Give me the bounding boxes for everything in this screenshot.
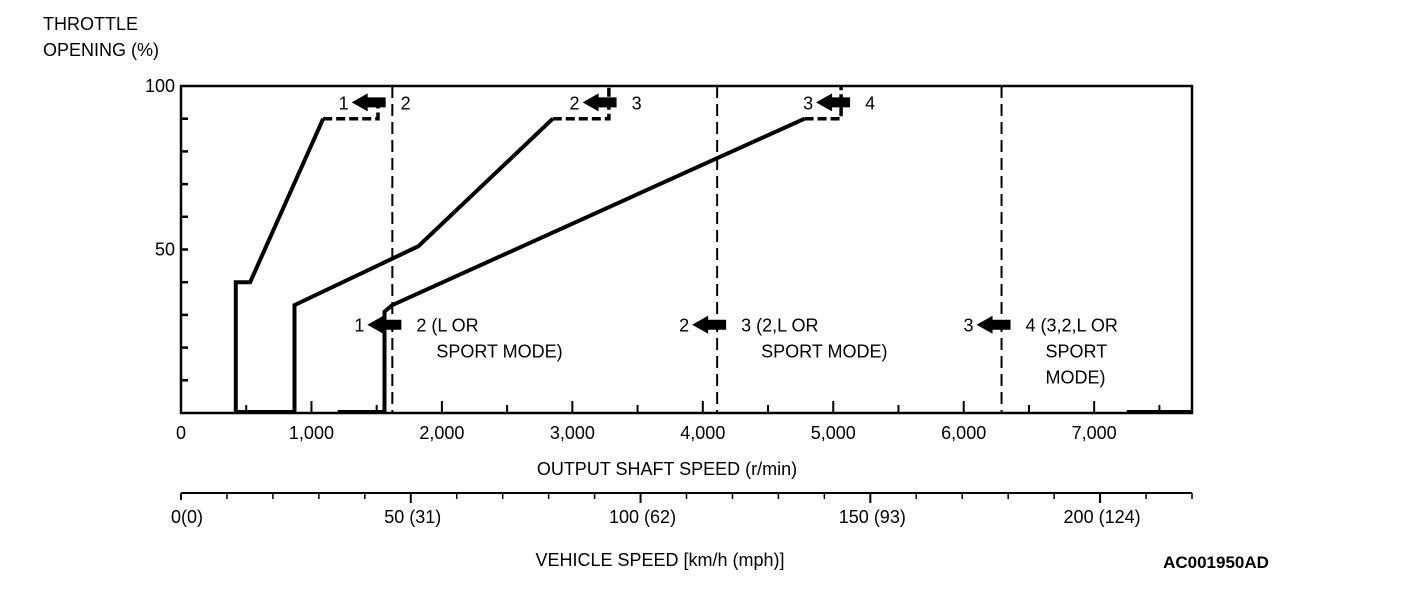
y-tick-label: 100	[145, 76, 175, 96]
x-tick-label: 1,000	[289, 423, 334, 443]
x-tick-label: 5,000	[811, 423, 856, 443]
annotation-to-gear: 3	[632, 93, 642, 113]
arrow-left-icon	[582, 93, 617, 112]
x-tick-label: 0	[176, 423, 186, 443]
annotation-from-gear: 2	[570, 93, 580, 113]
series-line-2-3-downshift	[292, 117, 555, 413]
annotation-note-line: MODE)	[1046, 368, 1106, 388]
series-group	[233, 86, 1192, 414]
shift-annotation-a12-low: 1 2 (L OR SPORT MODE)	[354, 315, 563, 362]
plot-frame	[179, 84, 1194, 415]
annotation-to-gear: 4	[865, 93, 875, 113]
arrow-left-icon	[692, 315, 727, 334]
figure-code: AC001950AD	[1163, 553, 1269, 572]
annotation-note-line: SPORT MODE)	[436, 342, 562, 362]
annotation-from-gear: 3	[964, 316, 974, 336]
y-tick-label: 50	[155, 240, 175, 260]
series-dashed-tail-3-4-downshift	[804, 86, 843, 121]
x-tick-label: 4,000	[680, 423, 725, 443]
annotation-from-gear: 2	[679, 316, 689, 336]
x-tick-label: 3,000	[550, 423, 595, 443]
x2-tick-label: 200 (124)	[1064, 507, 1141, 527]
annotation-note-line: SPORT	[1046, 342, 1108, 362]
x2-tick-label: 0(0)	[171, 507, 203, 527]
x-tick-label: 2,000	[419, 423, 464, 443]
x-axis-title: OUTPUT SHAFT SPEED (r/min)	[537, 459, 797, 479]
series-dashed-tail-2-3-downshift	[552, 86, 611, 121]
arrow-left-icon	[976, 315, 1011, 334]
y-axis-title-line1: THROTTLE	[43, 14, 138, 34]
x2-tick-label: 50 (31)	[384, 507, 441, 527]
annotation-to-gear: 4 (3,2,L OR	[1026, 316, 1118, 336]
annotation-from-gear: 1	[339, 93, 349, 113]
x2-tick-label: 100 (62)	[609, 507, 676, 527]
arrow-left-icon	[351, 93, 386, 112]
series-line-1-2-downshift	[233, 117, 326, 413]
x-axis-ticks: 0 1,000 2,000 3,000 4,000 5,000 6,000 7,000	[176, 401, 1161, 443]
annotation-from-gear: 3	[803, 93, 813, 113]
annotation-note-line: SPORT MODE)	[761, 342, 887, 362]
y-axis-ticks: 50 100	[145, 76, 188, 382]
arrow-left-icon	[367, 315, 402, 334]
x-tick-label: 7,000	[1072, 423, 1117, 443]
x-tick-label: 6,000	[941, 423, 986, 443]
annotation-to-gear: 3 (2,L OR	[741, 316, 818, 336]
shift-annotation-a34-low: 3 4 (3,2,L OR SPORT MODE)	[964, 315, 1118, 388]
arrow-left-icon	[816, 93, 851, 112]
vehicle-speed-axis-ticks: 0(0) 50 (31) 100 (62) 150 (93) 200 (124)	[171, 493, 1193, 527]
annotation-to-gear: 2 (L OR	[416, 316, 478, 336]
y-axis-title-line2: OPENING (%)	[43, 40, 159, 60]
series-line-3-4-downshift	[382, 116, 806, 413]
annotation-to-gear: 2	[401, 93, 411, 113]
x2-tick-label: 150 (93)	[839, 507, 906, 527]
annotation-from-gear: 1	[354, 316, 364, 336]
shift-annotation-a23-low: 2 3 (2,L OR SPORT MODE)	[679, 315, 888, 362]
vehicle-speed-axis-title: VEHICLE SPEED [km/h (mph)]	[535, 550, 784, 570]
